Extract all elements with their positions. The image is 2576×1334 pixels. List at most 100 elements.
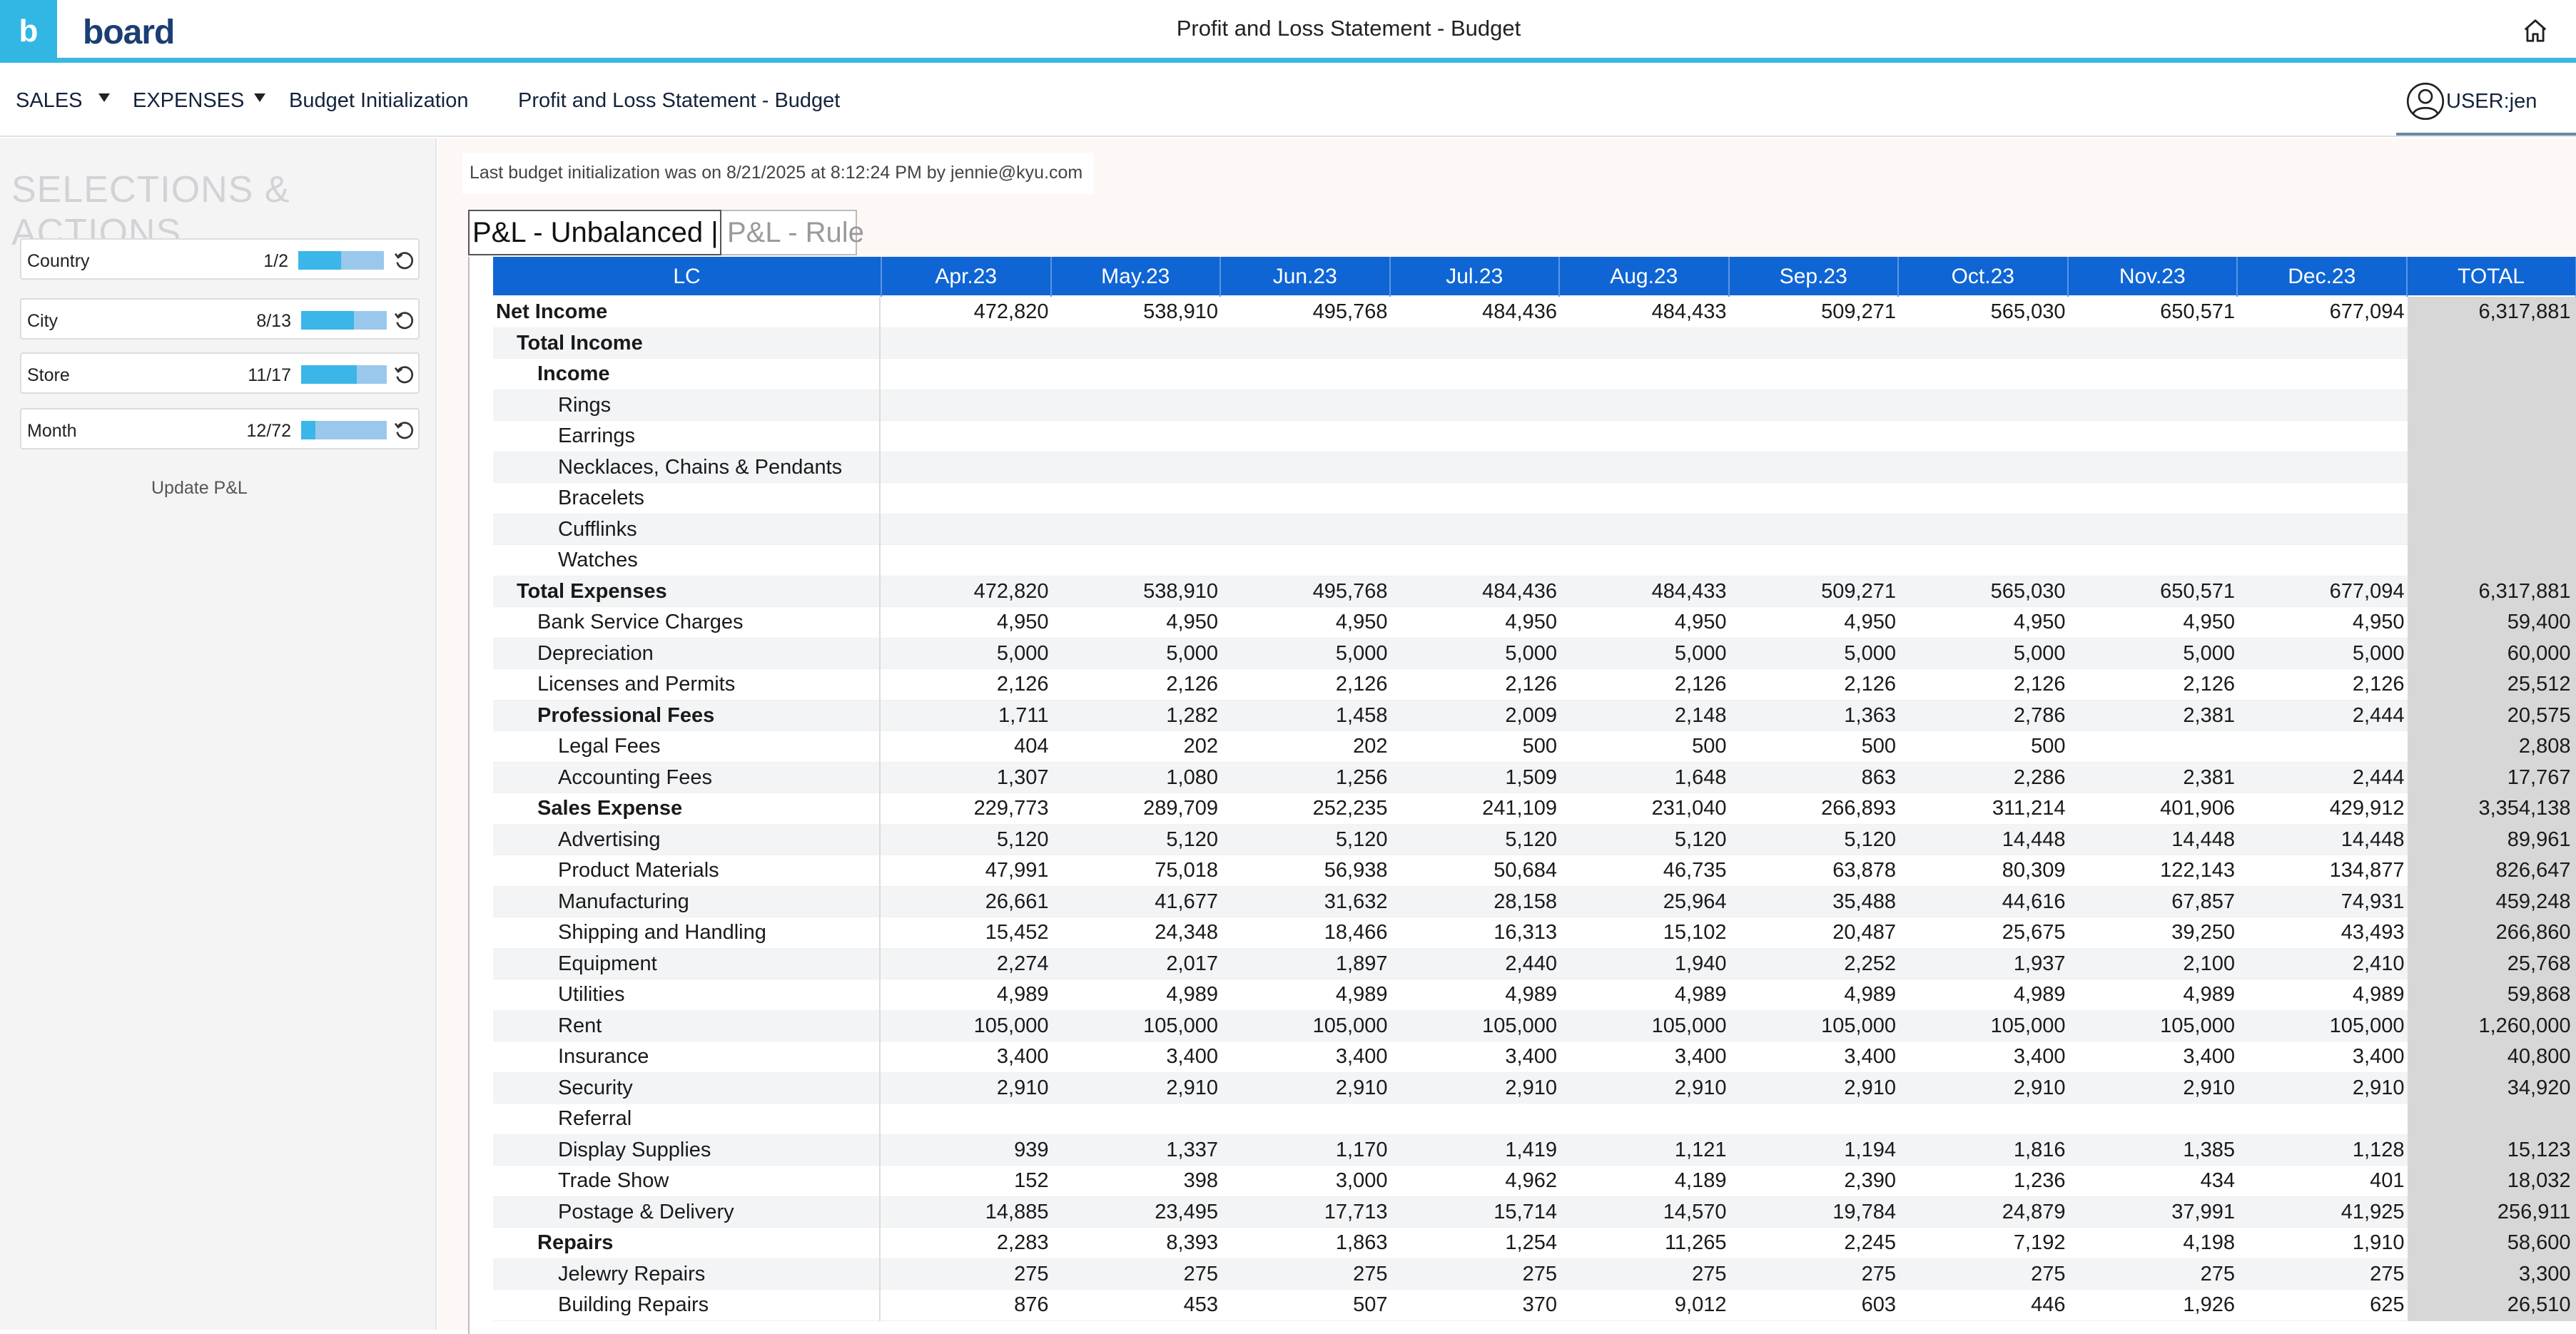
value-cell[interactable]: 4,989	[1391, 979, 1561, 1011]
row-label[interactable]: Jelewry Repairs	[493, 1259, 881, 1290]
value-cell[interactable]	[1730, 545, 1900, 576]
total-cell[interactable]: 59,868	[2408, 979, 2576, 1011]
value-cell[interactable]: 275	[1391, 1259, 1561, 1290]
value-cell[interactable]	[1391, 1104, 1561, 1135]
value-cell[interactable]: 565,030	[1899, 576, 2069, 608]
value-cell[interactable]: 3,000	[1221, 1166, 1391, 1197]
value-cell[interactable]	[2238, 731, 2408, 763]
value-cell[interactable]: 863	[1730, 763, 1900, 794]
table-row[interactable]: Referral	[493, 1104, 2576, 1135]
reset-selection-icon[interactable]	[392, 249, 415, 272]
value-cell[interactable]: 39,250	[2069, 917, 2238, 949]
value-cell[interactable]: 1,711	[882, 701, 1052, 732]
value-cell[interactable]: 14,448	[2069, 825, 2238, 856]
value-cell[interactable]: 2,910	[1560, 1073, 1730, 1104]
value-cell[interactable]	[1730, 483, 1900, 514]
value-cell[interactable]	[1391, 421, 1561, 452]
value-cell[interactable]: 4,950	[1730, 607, 1900, 638]
value-cell[interactable]: 15,102	[1560, 917, 1730, 949]
value-cell[interactable]	[882, 452, 1052, 484]
selector-city[interactable]: City 8/13	[20, 298, 420, 340]
value-cell[interactable]: 41,677	[1052, 887, 1222, 918]
value-cell[interactable]: 19,784	[1730, 1197, 1900, 1228]
value-cell[interactable]: 2,126	[1730, 669, 1900, 701]
column-header[interactable]: Oct.23	[1899, 257, 2069, 297]
value-cell[interactable]: 241,109	[1391, 793, 1561, 825]
value-cell[interactable]: 3,400	[1221, 1042, 1391, 1073]
row-label[interactable]: Building Repairs	[493, 1290, 881, 1321]
value-cell[interactable]: 538,910	[1052, 576, 1222, 608]
row-label[interactable]: Postage & Delivery	[493, 1197, 881, 1228]
value-cell[interactable]: 2,100	[2069, 949, 2238, 980]
total-cell[interactable]: 26,510	[2408, 1290, 2576, 1321]
selector-country[interactable]: Country 1/2	[20, 238, 420, 280]
value-cell[interactable]	[1899, 328, 2069, 360]
value-cell[interactable]: 3,400	[1560, 1042, 1730, 1073]
value-cell[interactable]: 2,390	[1730, 1166, 1900, 1197]
table-row[interactable]: Total Income	[493, 328, 2576, 360]
value-cell[interactable]: 484,436	[1391, 576, 1561, 608]
row-label[interactable]: Legal Fees	[493, 731, 881, 763]
row-label[interactable]: Trade Show	[493, 1166, 881, 1197]
value-cell[interactable]	[1730, 1104, 1900, 1135]
value-cell[interactable]: 509,271	[1730, 297, 1900, 328]
total-cell[interactable]: 459,248	[2408, 887, 2576, 918]
value-cell[interactable]	[1221, 390, 1391, 422]
value-cell[interactable]: 2,910	[1899, 1073, 2069, 1104]
row-label[interactable]: Display Supplies	[493, 1135, 881, 1166]
table-row[interactable]: Watches	[493, 545, 2576, 576]
value-cell[interactable]: 4,189	[1560, 1166, 1730, 1197]
value-cell[interactable]: 23,495	[1052, 1197, 1222, 1228]
value-cell[interactable]: 80,309	[1899, 855, 2069, 887]
value-cell[interactable]: 26,661	[882, 887, 1052, 918]
value-cell[interactable]: 5,120	[1052, 825, 1222, 856]
value-cell[interactable]: 43,493	[2238, 917, 2408, 949]
value-cell[interactable]: 1,194	[1730, 1135, 1900, 1166]
value-cell[interactable]	[1391, 390, 1561, 422]
value-cell[interactable]: 4,950	[2069, 607, 2238, 638]
row-label[interactable]: Earrings	[493, 421, 881, 452]
value-cell[interactable]: 401	[2238, 1166, 2408, 1197]
value-cell[interactable]: 650,571	[2069, 297, 2238, 328]
value-cell[interactable]	[1899, 514, 2069, 546]
value-cell[interactable]: 105,000	[1899, 1011, 2069, 1042]
value-cell[interactable]	[1899, 390, 2069, 422]
value-cell[interactable]: 1,863	[1221, 1228, 1391, 1259]
value-cell[interactable]	[882, 1104, 1052, 1135]
value-cell[interactable]: 3,400	[1899, 1042, 2069, 1073]
value-cell[interactable]: 401,906	[2069, 793, 2238, 825]
value-cell[interactable]: 4,989	[2238, 979, 2408, 1011]
value-cell[interactable]: 4,989	[1052, 979, 1222, 1011]
value-cell[interactable]	[2069, 452, 2238, 484]
row-label[interactable]: Licenses and Permits	[493, 669, 881, 701]
value-cell[interactable]: 1,337	[1052, 1135, 1222, 1166]
value-cell[interactable]: 275	[1052, 1259, 1222, 1290]
value-cell[interactable]	[1899, 483, 2069, 514]
value-cell[interactable]: 17,713	[1221, 1197, 1391, 1228]
value-cell[interactable]: 4,989	[1730, 979, 1900, 1011]
value-cell[interactable]: 275	[2069, 1259, 2238, 1290]
value-cell[interactable]: 31,632	[1221, 887, 1391, 918]
value-cell[interactable]: 2,126	[882, 669, 1052, 701]
value-cell[interactable]: 2,910	[1391, 1073, 1561, 1104]
value-cell[interactable]: 2,286	[1899, 763, 2069, 794]
value-cell[interactable]	[1899, 359, 2069, 390]
value-cell[interactable]: 105,000	[1052, 1011, 1222, 1042]
value-cell[interactable]: 1,385	[2069, 1135, 2238, 1166]
value-cell[interactable]	[1560, 452, 1730, 484]
nav-item-pl-statement-budget[interactable]: Profit and Loss Statement - Budget	[518, 89, 840, 113]
total-cell[interactable]: 25,512	[2408, 669, 2576, 701]
value-cell[interactable]: 472,820	[882, 297, 1052, 328]
total-cell[interactable]: 60,000	[2408, 638, 2576, 670]
value-cell[interactable]: 11,265	[1560, 1228, 1730, 1259]
value-cell[interactable]: 2,148	[1560, 701, 1730, 732]
value-cell[interactable]: 1,910	[2238, 1228, 2408, 1259]
